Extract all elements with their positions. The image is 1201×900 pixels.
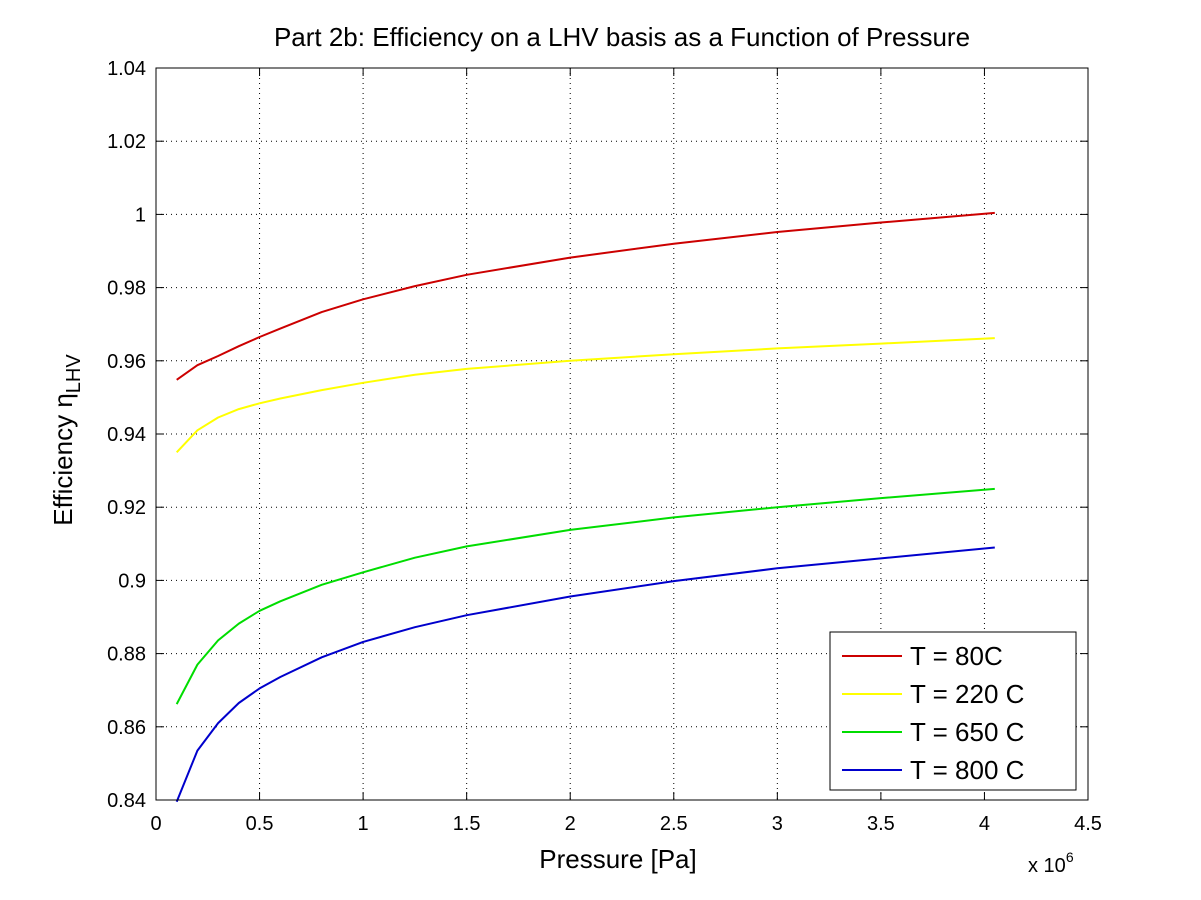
- y-tick-label: 1.02: [107, 131, 146, 153]
- x-tick-label: 3.5: [867, 813, 895, 835]
- legend-label: T = 80C: [910, 641, 1003, 671]
- x-tick-label: 4.5: [1074, 813, 1102, 835]
- x-tick-label: 2: [565, 813, 576, 835]
- x-tick-label: 3: [772, 813, 783, 835]
- series-line-t-220-c: [175, 337, 995, 453]
- x-tick-label: 1.5: [453, 813, 481, 835]
- y-tick-label: 0.92: [107, 497, 146, 519]
- y-tick-label: 0.86: [107, 717, 146, 739]
- legend-label: T = 800 C: [910, 755, 1024, 785]
- x-axis-multiplier: x 106: [1028, 849, 1074, 877]
- y-tick-label: 0.88: [107, 644, 146, 666]
- legend-box: [829, 631, 1077, 791]
- x-axis-label: Pressure [Pa]: [539, 844, 697, 874]
- y-axis-label: Efficiency ηLHV: [48, 354, 85, 526]
- legend: T = 80C T = 220 C T = 650 C T = 800 C: [829, 631, 1077, 791]
- legend-item-t-650-c: T = 650 C: [842, 717, 1024, 747]
- series-line-t-800-c: [175, 546, 995, 803]
- chart-title: Part 2b: Efficiency on a LHV basis as a …: [274, 22, 970, 52]
- legend-label: T = 220 C: [910, 679, 1024, 709]
- x-axis-multiplier-power: 6: [1066, 849, 1074, 865]
- legend-label: T = 650 C: [910, 717, 1024, 747]
- y-axis-label-main: Efficiency η: [48, 393, 78, 525]
- legend-item-t-80c: T = 80C: [842, 641, 1003, 671]
- y-tick-labels: 0.84 0.86 0.88 0.9 0.92 0.94 0.96 0.98 1 1.02 1.04: [107, 58, 146, 812]
- y-tick-label: 1.04: [107, 58, 146, 80]
- y-tick-label: 0.98: [107, 278, 146, 300]
- x-tick-label: 2.5: [660, 813, 688, 835]
- x-tick-label: 4: [979, 813, 990, 835]
- y-tick-label: 0.84: [107, 790, 146, 812]
- x-tick-label: 0.5: [246, 813, 274, 835]
- x-tick-labels: 0 0.5 1 1.5 2 2.5 3 3.5 4 4.5: [150, 813, 1101, 835]
- y-tick-label: 0.96: [107, 351, 146, 373]
- legend-item-t-800-c: T = 800 C: [842, 755, 1024, 785]
- y-tick-label: 0.94: [107, 424, 146, 446]
- x-tick-label: 0: [150, 813, 161, 835]
- legend-item-t-220-c: T = 220 C: [842, 679, 1024, 709]
- series-line-t-80c: [176, 211, 995, 381]
- y-tick-label: 0.9: [118, 570, 146, 592]
- y-tick-label: 1: [135, 204, 146, 226]
- x-axis-multiplier-base: x 10: [1028, 855, 1066, 877]
- x-tick-label: 1: [358, 813, 369, 835]
- tick-marks: [155, 67, 1089, 801]
- legend-items: T = 80C T = 220 C T = 650 C T = 800 C: [842, 641, 1024, 785]
- series-lines: [175, 211, 995, 803]
- y-axis-label-subscript: LHV: [63, 354, 85, 394]
- series-line-t-650-c: [175, 487, 995, 705]
